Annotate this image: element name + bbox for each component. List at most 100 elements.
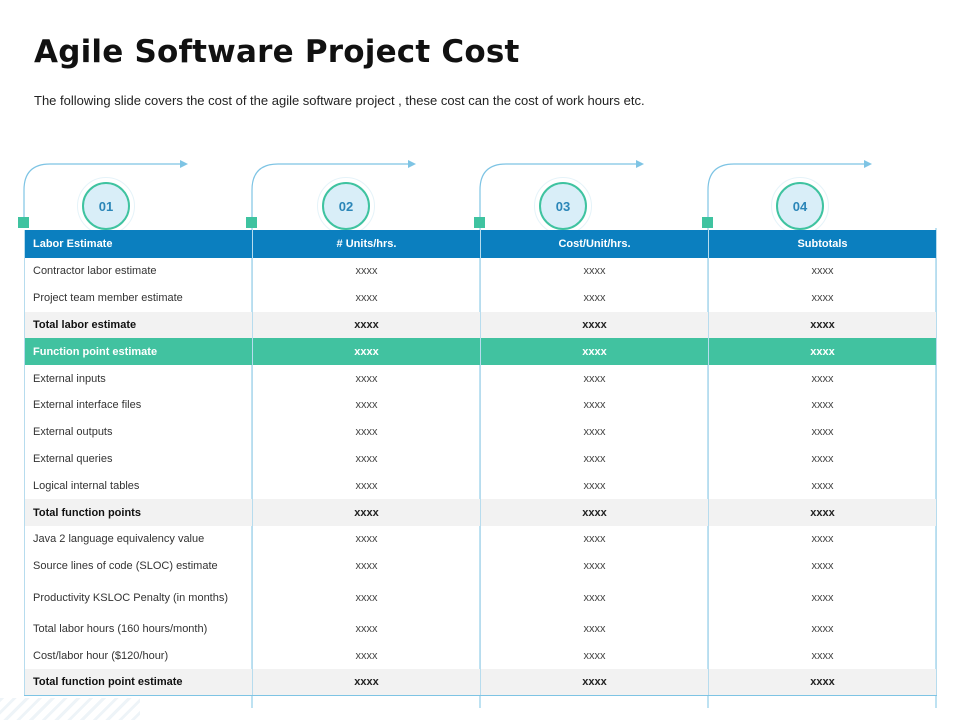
- table-row: Source lines of code (SLOC) estimate xxxx…: [24, 552, 937, 580]
- table-row: Cost/labor hour ($120/hour) xxxx xxxx xxxx: [24, 642, 937, 670]
- table-cell: xxxx: [252, 258, 481, 285]
- table-cell: xxxx: [708, 552, 937, 580]
- arrow-head-icon: [408, 160, 416, 168]
- arrow-head-icon: [864, 160, 872, 168]
- table-cell: xxxx: [708, 499, 937, 526]
- table-cell: xxxx: [708, 391, 937, 419]
- step-badge-01: 01: [77, 177, 135, 235]
- table-cell: xxxx: [708, 418, 937, 446]
- slide-title: Agile Software Project Cost: [34, 34, 520, 70]
- decorative-stripes: [0, 698, 140, 720]
- row-label: Source lines of code (SLOC) estimate: [24, 552, 253, 580]
- row-label: Cost/labor hour ($120/hour): [24, 642, 253, 670]
- table-body: Contractor labor estimate xxxx xxxx xxxx Pro…: [24, 258, 937, 697]
- table-cell: xxxx: [708, 579, 937, 616]
- table-cell: xxxx: [708, 615, 937, 643]
- table-cell: xxxx: [480, 284, 709, 312]
- row-label: Total labor hours (160 hours/month): [24, 615, 253, 643]
- table-cell: xxxx: [252, 311, 481, 339]
- table-cell: xxxx: [480, 499, 709, 526]
- table-cell: xxxx: [252, 284, 481, 312]
- table-cell: xxxx: [708, 445, 937, 473]
- row-label: External interface files: [24, 391, 253, 419]
- table-row: Java 2 language equivalency value xxxx xxx…: [24, 525, 937, 553]
- table-row: External queries xxxx xxxx xxxx: [24, 445, 937, 473]
- table-row: Contractor labor estimate xxxx xxxx xxxx: [24, 258, 937, 285]
- row-label: Productivity KSLOC Penalty (in months): [24, 579, 253, 616]
- table-row: Total function points xxxx xxxx xxxx: [24, 499, 937, 526]
- table-cell: xxxx: [480, 391, 709, 419]
- table-cell: xxxx: [252, 365, 481, 392]
- table-cell: xxxx: [252, 499, 481, 526]
- row-label: Java 2 language equivalency value: [24, 525, 253, 553]
- table-cell: xxxx: [480, 525, 709, 553]
- table-cell: xxxx: [252, 552, 481, 580]
- table-cell: xxxx: [252, 525, 481, 553]
- table-cell: xxxx: [252, 391, 481, 419]
- table-cell: xxxx: [708, 365, 937, 392]
- table-cell: xxxx: [252, 642, 481, 670]
- row-label: Function point estimate: [24, 338, 253, 366]
- connector-node: [18, 217, 29, 228]
- step-badge-04: 04: [771, 177, 829, 235]
- column-header-labor-estimate: Labor Estimate: [24, 230, 253, 258]
- table-row: Productivity KSLOC Penalty (in months) xx…: [24, 579, 937, 616]
- table-cell: xxxx: [480, 552, 709, 580]
- table-cell: xxxx: [480, 669, 709, 697]
- table-cell: xxxx: [708, 284, 937, 312]
- step-badge-02: 02: [317, 177, 375, 235]
- table-cell: xxxx: [480, 445, 709, 473]
- table-row: Project team member estimate xxxx xxxx xxxx: [24, 284, 937, 312]
- arrow-head-icon: [636, 160, 644, 168]
- table-cell: xxxx: [480, 472, 709, 500]
- table-row: Logical internal tables xxxx xxxx xxxx: [24, 472, 937, 500]
- column-header-subtotals: Subtotals: [708, 230, 937, 258]
- table-cell: xxxx: [708, 338, 937, 366]
- cost-table: Labor Estimate # Units/hrs. Cost/Unit/hr…: [24, 230, 937, 697]
- table-cell: xxxx: [708, 311, 937, 339]
- table-cell: xxxx: [480, 642, 709, 670]
- table-cell: xxxx: [480, 338, 709, 366]
- row-label: Contractor labor estimate: [24, 258, 253, 285]
- table-row: Total labor estimate xxxx xxxx xxxx: [24, 311, 937, 339]
- row-label: External outputs: [24, 418, 253, 446]
- table-cell: xxxx: [708, 525, 937, 553]
- row-label: Total function points: [24, 499, 253, 526]
- connector-node: [474, 217, 485, 228]
- connector-node: [246, 217, 257, 228]
- connector-node: [702, 217, 713, 228]
- column-header-cost-per-unit: Cost/Unit/hrs.: [480, 230, 709, 258]
- table-row: External interface files xxxx xxxx xxxx: [24, 391, 937, 419]
- table-cell: xxxx: [252, 418, 481, 446]
- row-label: Total labor estimate: [24, 311, 253, 339]
- table-cell: xxxx: [252, 669, 481, 697]
- table-cell: xxxx: [252, 615, 481, 643]
- row-label: Project team member estimate: [24, 284, 253, 312]
- table-cell: xxxx: [252, 445, 481, 473]
- table-row: Total function point estimate xxxx xxxx xxx…: [24, 669, 937, 697]
- table-cell: xxxx: [480, 258, 709, 285]
- step-badge-03: 03: [534, 177, 592, 235]
- table-cell: xxxx: [480, 311, 709, 339]
- table-cell: xxxx: [252, 338, 481, 366]
- column-header-units: # Units/hrs.: [252, 230, 481, 258]
- row-label: Logical internal tables: [24, 472, 253, 500]
- row-label: External queries: [24, 445, 253, 473]
- table-cell: xxxx: [252, 472, 481, 500]
- table-cell: xxxx: [708, 472, 937, 500]
- table-cell: xxxx: [252, 579, 481, 616]
- table-cell: xxxx: [480, 418, 709, 446]
- row-label: Total function point estimate: [24, 669, 253, 697]
- table-cell: xxxx: [480, 579, 709, 616]
- slide-subtitle: The following slide covers the cost of t…: [34, 93, 645, 108]
- table-row: Function point estimate xxxx xxxx xxxx: [24, 338, 937, 366]
- table-cell: xxxx: [480, 615, 709, 643]
- row-label: External inputs: [24, 365, 253, 392]
- arrow-head-icon: [180, 160, 188, 168]
- table-row: Total labor hours (160 hours/month) xxxx x…: [24, 615, 937, 643]
- table-cell: xxxx: [708, 642, 937, 670]
- table-row: External inputs xxxx xxxx xxxx: [24, 365, 937, 392]
- table-cell: xxxx: [480, 365, 709, 392]
- table-cell: xxxx: [708, 258, 937, 285]
- table-header-row: Labor Estimate # Units/hrs. Cost/Unit/hr…: [24, 230, 937, 258]
